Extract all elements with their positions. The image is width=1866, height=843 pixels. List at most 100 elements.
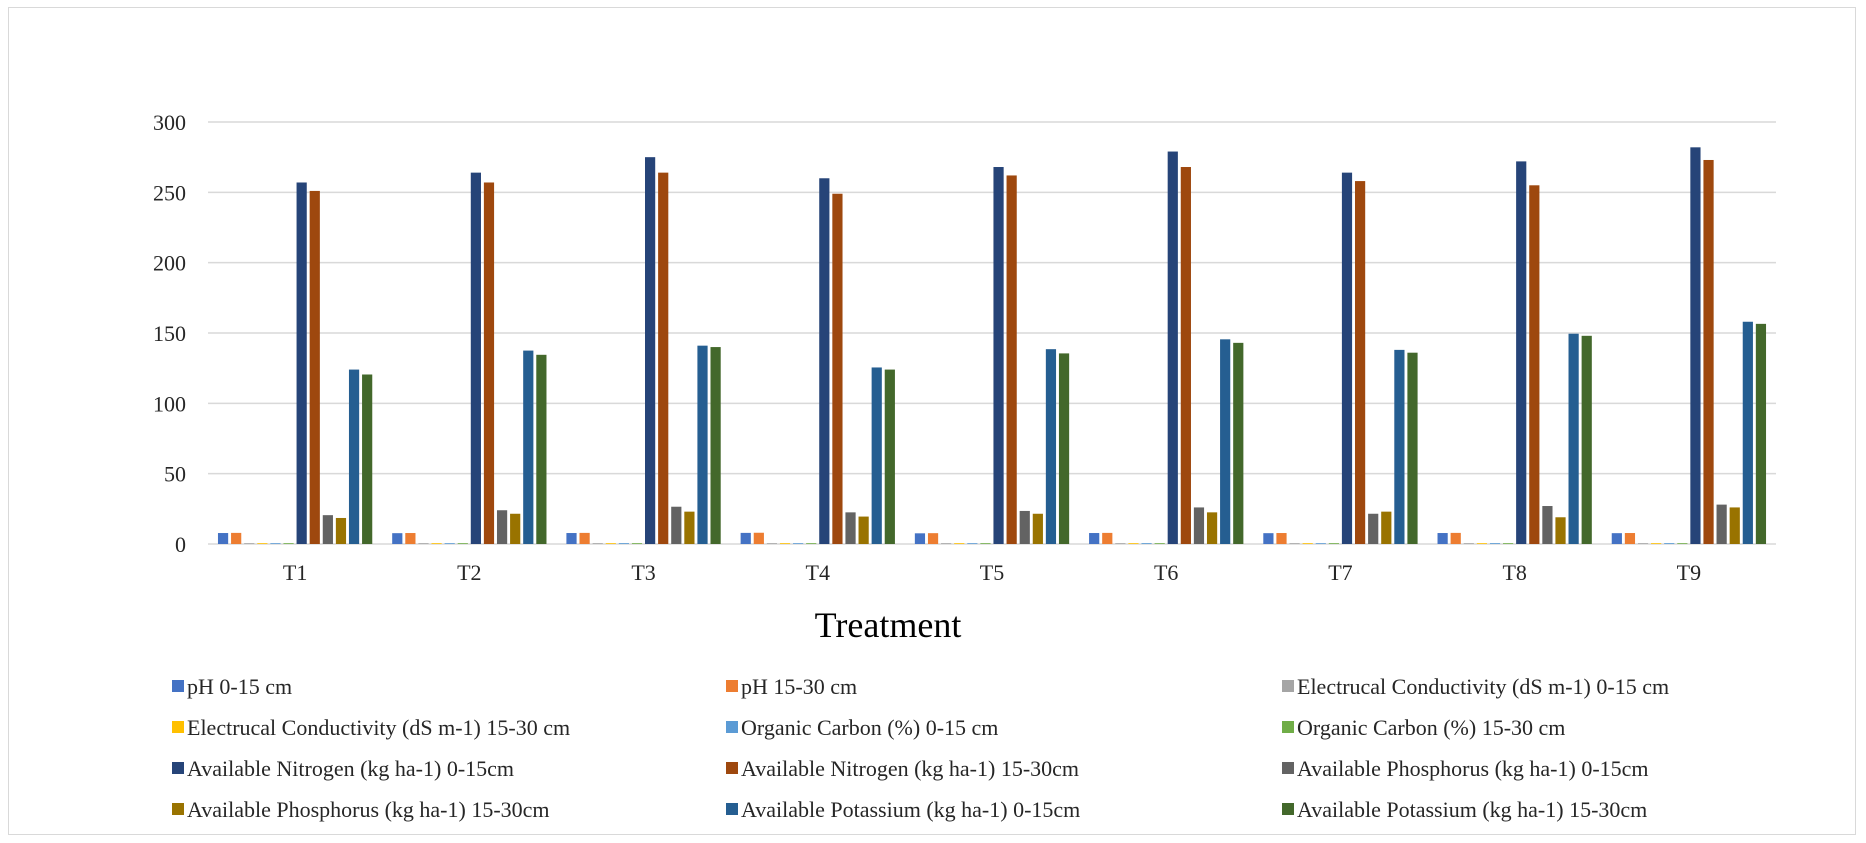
x-axis-title: Treatment xyxy=(815,605,962,645)
bar xyxy=(645,157,656,544)
bar xyxy=(392,533,403,544)
bar xyxy=(1463,543,1474,544)
bar xyxy=(592,543,603,544)
bar xyxy=(1503,543,1514,544)
x-tick-label: T4 xyxy=(806,560,830,585)
bar xyxy=(1555,517,1566,544)
legend-swatch xyxy=(1282,803,1294,815)
bar xyxy=(283,543,294,544)
bar xyxy=(1637,543,1649,544)
bar xyxy=(566,533,577,544)
legend-label: Electrucal Conductivity (dS m-1) 0-15 cm xyxy=(1297,674,1669,699)
bar xyxy=(1220,339,1231,544)
legend-label: Organic Carbon (%) 0-15 cm xyxy=(741,715,998,740)
bar xyxy=(671,506,682,544)
bar xyxy=(257,543,268,544)
legend-label: Available Nitrogen (kg ha-1) 0-15cm xyxy=(187,756,514,781)
bar xyxy=(1703,159,1714,545)
bar xyxy=(362,374,373,544)
bar xyxy=(1716,504,1727,544)
bar xyxy=(579,532,590,544)
x-tick-label: T3 xyxy=(631,560,655,585)
bar xyxy=(444,543,455,544)
bar xyxy=(322,515,333,544)
bar xyxy=(1276,533,1287,544)
bar xyxy=(296,182,307,544)
bar xyxy=(1302,543,1313,544)
bar xyxy=(967,543,978,544)
legend-swatch xyxy=(172,762,184,774)
bar xyxy=(710,347,721,544)
legend-label: Organic Carbon (%) 15-30 cm xyxy=(1297,715,1565,740)
bar xyxy=(1115,543,1126,544)
bar xyxy=(914,533,926,544)
legend-label: pH 15-30 cm xyxy=(741,674,857,699)
bar xyxy=(536,354,547,544)
x-tick-label: T7 xyxy=(1328,560,1352,585)
legend-swatch xyxy=(172,721,184,733)
bar xyxy=(806,543,817,544)
gridlines xyxy=(208,121,1776,545)
bar xyxy=(523,350,534,544)
bar xyxy=(871,367,882,544)
bar xyxy=(1742,321,1753,544)
legend-swatch xyxy=(1282,721,1294,733)
legend-label: Available Potassium (kg ha-1) 0-15cm xyxy=(741,797,1080,822)
bar xyxy=(470,172,481,544)
bar xyxy=(1006,175,1017,544)
y-tick-labels: 0 50 100 150 200 250 300 xyxy=(153,110,186,557)
bar xyxy=(1624,533,1636,544)
bar xyxy=(1690,147,1701,544)
bar xyxy=(1058,353,1070,544)
bar xyxy=(1489,543,1501,544)
bar xyxy=(779,543,791,544)
x-tick-label: T9 xyxy=(1677,560,1701,585)
bar xyxy=(1368,513,1379,544)
legend-label: Available Phosphorus (kg ha-1) 15-30cm xyxy=(187,797,550,822)
bar xyxy=(993,167,1004,544)
bar xyxy=(618,543,630,544)
bar xyxy=(684,511,695,544)
bar xyxy=(1193,507,1205,544)
bar xyxy=(1381,511,1392,544)
legend-label: Available Potassium (kg ha-1) 15-30cm xyxy=(1297,797,1647,822)
bar xyxy=(927,533,939,544)
bar xyxy=(1141,543,1152,544)
bar xyxy=(631,543,643,544)
bar xyxy=(348,369,360,544)
bar xyxy=(1407,352,1418,544)
bar xyxy=(1664,543,1675,544)
bar xyxy=(483,182,495,544)
bar xyxy=(832,193,843,545)
y-tick-label: 200 xyxy=(153,251,186,276)
bar xyxy=(1437,533,1448,544)
bar xyxy=(1581,335,1592,544)
bar xyxy=(217,533,229,544)
bar xyxy=(1206,512,1218,544)
legend-swatch xyxy=(726,721,738,733)
bar xyxy=(1476,543,1488,544)
legend-swatch xyxy=(726,680,738,692)
y-tick-label: 0 xyxy=(175,532,186,557)
y-tick-label: 300 xyxy=(153,110,186,135)
bar xyxy=(1089,533,1100,544)
x-tick-label: T5 xyxy=(980,560,1004,585)
bar xyxy=(1729,507,1740,544)
x-tick-label: T1 xyxy=(283,560,307,585)
bar xyxy=(510,513,521,544)
legend-swatch xyxy=(726,803,738,815)
bar xyxy=(1529,185,1540,545)
bar xyxy=(270,543,281,544)
bar xyxy=(1180,167,1191,544)
bar xyxy=(1263,533,1274,544)
legend-swatch xyxy=(1282,680,1294,692)
legend-swatch xyxy=(1282,762,1294,774)
legend: pH 0-15 cm pH 15-30 cm Electrucal Conducti… xyxy=(172,674,1669,822)
bar xyxy=(605,543,616,544)
bar xyxy=(1568,333,1579,544)
bar xyxy=(658,172,669,544)
bars xyxy=(217,147,1767,545)
bar xyxy=(1154,543,1165,544)
y-tick-label: 250 xyxy=(153,180,186,205)
